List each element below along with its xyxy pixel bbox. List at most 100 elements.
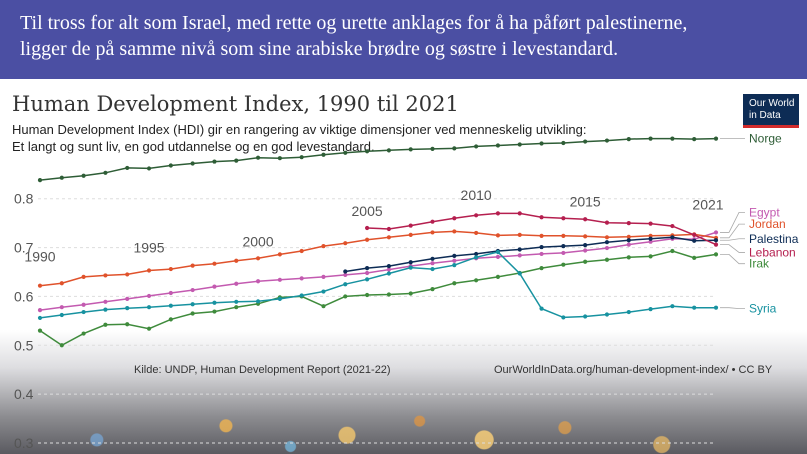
series-line-norge bbox=[39, 137, 717, 181]
data-point-syria bbox=[190, 302, 195, 307]
data-point-jordan bbox=[299, 248, 304, 254]
data-point-egypt bbox=[146, 293, 152, 299]
data-point-lebanon bbox=[648, 221, 653, 226]
y-tick-label: 0.6 bbox=[14, 288, 34, 304]
data-point-syria bbox=[343, 282, 348, 287]
data-point-norge bbox=[81, 173, 86, 178]
year-label-1995: 1995 bbox=[133, 239, 164, 255]
data-point-lebanon bbox=[713, 242, 719, 247]
data-point-irak bbox=[626, 255, 631, 260]
year-label-2010: 2010 bbox=[461, 187, 492, 203]
source-note: Kilde: UNDP, Human Development Report (2… bbox=[134, 364, 391, 376]
data-point-irak bbox=[713, 252, 719, 257]
data-point-syria bbox=[299, 293, 304, 298]
data-point-irak bbox=[495, 274, 501, 279]
data-point-palestina bbox=[692, 238, 697, 243]
data-point-jordan bbox=[277, 252, 282, 257]
data-point-egypt bbox=[539, 251, 544, 257]
data-point-palestina bbox=[604, 240, 610, 245]
year-label-2015: 2015 bbox=[570, 194, 601, 210]
data-point-syria bbox=[648, 307, 653, 312]
y-tick-label: 0.8 bbox=[14, 191, 34, 207]
data-point-irak bbox=[386, 292, 392, 297]
data-point-palestina bbox=[561, 244, 566, 249]
data-point-syria bbox=[561, 315, 566, 320]
data-point-palestina bbox=[474, 251, 479, 257]
data-point-norge bbox=[539, 141, 544, 146]
chart-subtitle-line-2: Et langt og sunt liv, en god utdannelse … bbox=[12, 139, 375, 154]
data-point-jordan bbox=[364, 237, 370, 242]
data-point-syria bbox=[604, 312, 610, 317]
data-point-lebanon bbox=[626, 221, 631, 226]
data-point-irak bbox=[561, 262, 566, 267]
data-point-irak bbox=[408, 291, 413, 296]
data-point-jordan bbox=[583, 234, 588, 239]
data-point-egypt bbox=[212, 284, 217, 289]
connector-jordan bbox=[720, 223, 745, 239]
data-point-jordan bbox=[321, 244, 326, 249]
data-point-syria bbox=[255, 299, 261, 304]
data-point-jordan bbox=[190, 263, 195, 268]
data-point-jordan bbox=[343, 241, 348, 246]
data-point-palestina bbox=[343, 269, 348, 274]
data-point-palestina bbox=[452, 253, 457, 258]
data-point-irak bbox=[604, 257, 610, 262]
data-point-egypt bbox=[648, 239, 653, 244]
data-point-norge bbox=[713, 136, 719, 141]
data-point-jordan bbox=[408, 232, 413, 237]
data-point-jordan bbox=[103, 273, 108, 278]
data-point-jordan bbox=[626, 234, 631, 239]
series-line-syria bbox=[39, 251, 716, 319]
data-point-syria bbox=[59, 312, 64, 318]
data-point-norge bbox=[604, 138, 610, 143]
connector-egypt bbox=[720, 211, 745, 233]
y-tick-label: 0.5 bbox=[14, 337, 34, 353]
data-point-irak bbox=[364, 292, 370, 298]
data-point-syria bbox=[364, 277, 370, 282]
data-point-jordan bbox=[452, 229, 457, 234]
data-point-egypt bbox=[364, 270, 370, 276]
chart-subtitle-line-1: Human Development Index (HDI) gir en ran… bbox=[12, 122, 587, 137]
source-url[interactable]: OurWorldInData.org/human-development-ind… bbox=[494, 364, 773, 376]
series-label-norge: Norge bbox=[749, 132, 782, 146]
data-point-irak bbox=[539, 265, 544, 271]
data-point-jordan bbox=[37, 283, 43, 288]
data-point-lebanon bbox=[452, 216, 457, 221]
data-point-lebanon bbox=[604, 220, 610, 225]
data-point-jordan bbox=[386, 235, 392, 240]
data-point-irak bbox=[125, 322, 130, 327]
data-point-palestina bbox=[517, 247, 522, 252]
data-point-syria bbox=[386, 271, 392, 276]
background-photo-lights bbox=[0, 360, 807, 454]
data-point-norge bbox=[212, 159, 217, 164]
series-label-syria: Syria bbox=[749, 302, 777, 316]
logo-line-1: Our World bbox=[749, 98, 795, 109]
data-point-egypt bbox=[626, 242, 631, 247]
data-point-norge bbox=[37, 178, 43, 183]
data-point-egypt bbox=[583, 248, 588, 253]
banner-line-1: Til tross for alt som Israel, med rette … bbox=[20, 12, 688, 34]
data-point-jordan bbox=[495, 233, 501, 238]
data-point-egypt bbox=[81, 302, 86, 307]
data-point-jordan bbox=[604, 235, 610, 240]
data-point-syria bbox=[495, 249, 501, 255]
data-point-lebanon bbox=[692, 232, 697, 237]
data-point-jordan bbox=[59, 281, 64, 286]
data-point-syria bbox=[321, 289, 326, 294]
data-point-egypt bbox=[604, 245, 610, 251]
data-point-norge bbox=[583, 139, 588, 144]
data-point-norge bbox=[299, 155, 304, 160]
year-label-1990: 1990 bbox=[24, 248, 55, 264]
data-point-lebanon bbox=[408, 223, 413, 228]
data-point-egypt bbox=[234, 281, 239, 286]
data-point-norge bbox=[495, 143, 501, 148]
data-point-jordan bbox=[561, 233, 566, 238]
data-point-syria bbox=[37, 315, 43, 321]
data-point-irak bbox=[168, 317, 173, 322]
data-point-palestina bbox=[539, 244, 544, 250]
series-label-jordan: Jordan bbox=[749, 217, 786, 231]
connector-irak bbox=[720, 254, 745, 265]
data-point-lebanon bbox=[583, 217, 588, 222]
data-point-egypt bbox=[299, 276, 304, 281]
data-point-norge bbox=[103, 170, 108, 175]
